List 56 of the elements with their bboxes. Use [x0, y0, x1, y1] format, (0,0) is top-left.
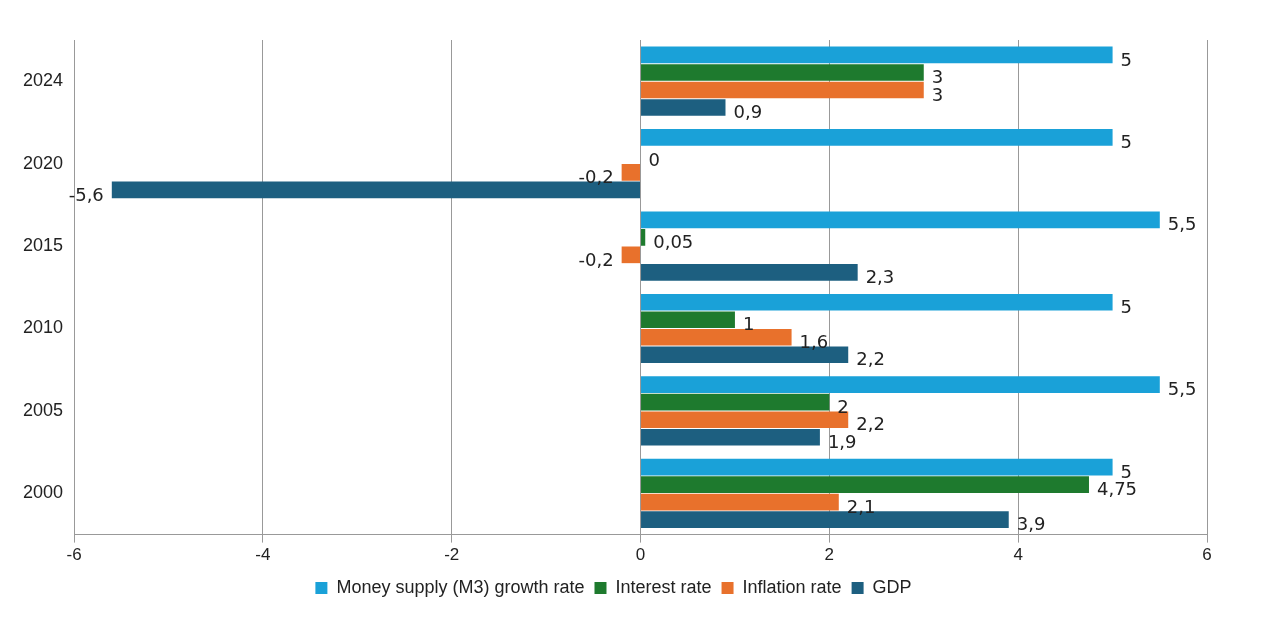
data-label: -5,6	[68, 183, 104, 205]
data-label: 5,5	[1167, 213, 1197, 235]
data-label: 2,2	[856, 413, 885, 435]
bar	[641, 411, 849, 429]
legend-label: Money supply (M3) growth rate	[336, 576, 585, 597]
data-label: 2,2	[856, 348, 885, 370]
y-tick-label: 2000	[23, 482, 64, 503]
y-tick-label: 2005	[23, 399, 64, 420]
legend-label: Inflation rate	[742, 576, 842, 597]
data-label: 5,5	[1167, 378, 1197, 400]
bar	[641, 328, 792, 346]
x-tick-label: -4	[255, 545, 271, 565]
bar	[641, 476, 1089, 493]
data-label: 3,9	[1016, 513, 1046, 535]
x-tick-label: 4	[1013, 545, 1023, 565]
data-label: 5	[1120, 295, 1133, 317]
data-label: 5	[1120, 48, 1133, 70]
y-tick-label: 2020	[23, 152, 64, 173]
data-label: 1,6	[799, 330, 829, 352]
bar	[641, 129, 1113, 146]
bar	[641, 99, 726, 116]
data-label: 1,9	[827, 430, 857, 452]
bar	[641, 428, 820, 446]
x-tick-label: 2	[824, 545, 835, 565]
y-tick-label: 2024	[23, 70, 64, 91]
bar	[641, 311, 735, 329]
data-label: -0,2	[578, 248, 614, 270]
data-label: 2,3	[865, 266, 895, 288]
legend-label: GDP	[872, 576, 912, 597]
legend-label: Interest rate	[615, 576, 712, 597]
bar	[641, 64, 924, 81]
x-tick-label: 6	[1202, 545, 1212, 565]
data-label: 2	[837, 395, 849, 417]
bar	[641, 46, 1113, 64]
bar	[641, 264, 858, 281]
x-tick-label: 0	[635, 545, 646, 565]
y-tick-label: 2015	[23, 235, 64, 256]
bar	[641, 229, 646, 246]
bar	[641, 458, 1113, 476]
data-label: 0,9	[733, 101, 763, 123]
bar	[641, 393, 830, 411]
data-label: 1	[742, 313, 755, 335]
bar	[621, 164, 641, 181]
data-label: 5	[1120, 131, 1133, 153]
y-tick-label: 2010	[23, 317, 64, 338]
data-label: 0	[648, 148, 660, 170]
x-tick-label: -6	[66, 545, 82, 565]
bar	[641, 376, 1160, 393]
bar	[641, 81, 924, 99]
bar	[641, 211, 1160, 229]
data-label: 0,05	[653, 231, 694, 252]
x-tick-label: -2	[444, 545, 460, 565]
bar	[621, 246, 641, 264]
data-label: -0,2	[578, 166, 614, 188]
bar	[641, 293, 1113, 311]
bar	[641, 493, 839, 511]
